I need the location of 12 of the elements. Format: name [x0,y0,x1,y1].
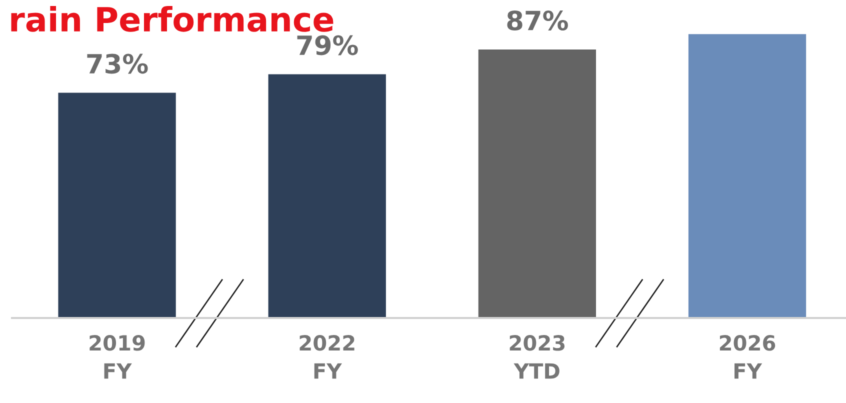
x-tick-label: 2019 FY [90,335,145,379]
data-label: 73% [87,54,148,74]
chart-title: rain Performance [11,6,334,32]
bar [58,92,176,318]
bar [688,34,806,318]
data-label: 79% [297,35,358,56]
data-label: 87% [507,10,568,30]
x-tick-label: 2022 FY [300,335,354,379]
bar [478,50,596,318]
x-tick-label: 2023 YTD [510,335,565,379]
x-tick-label: 2026 FY [720,335,776,379]
bar [268,74,386,318]
